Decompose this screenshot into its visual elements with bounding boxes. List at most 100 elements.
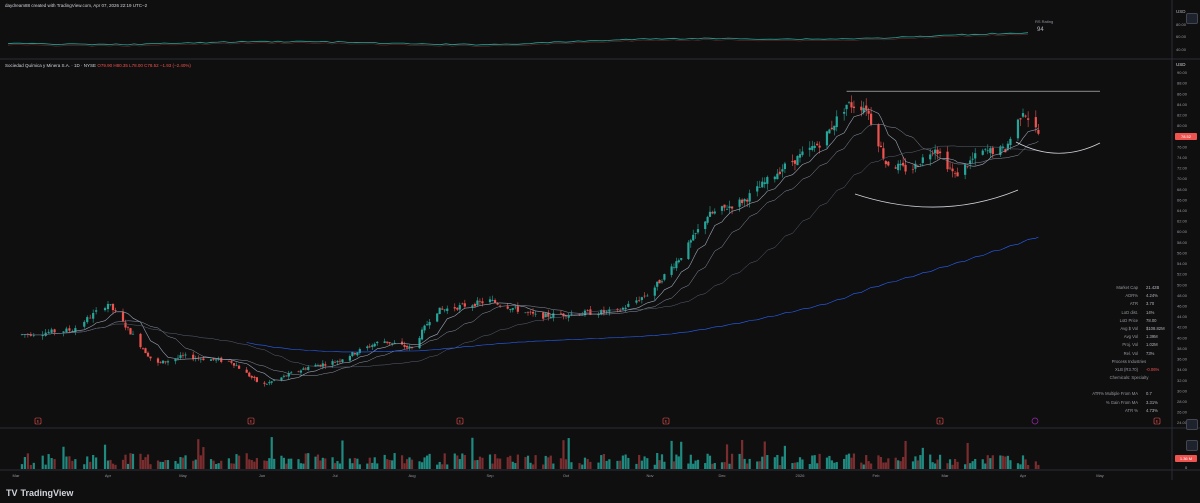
volume-bar [808, 464, 811, 469]
candle-body [74, 328, 77, 333]
candle-body [692, 234, 695, 241]
volume-bar [353, 457, 356, 469]
volume-bar [1016, 463, 1020, 469]
volume-bar [692, 463, 695, 469]
stats-value: 1.39M [1146, 334, 1158, 340]
volume-bar [704, 463, 707, 469]
candle-body [934, 149, 937, 154]
candle-body [544, 313, 547, 318]
volume-bar [458, 459, 461, 469]
volume-bar [741, 439, 744, 469]
earnings-icon [936, 417, 944, 425]
stats-value: 73% [1146, 350, 1155, 356]
volume-bar [126, 463, 130, 469]
volume-bar [263, 460, 266, 469]
rs-tick-label: 40.00 [1176, 47, 1187, 52]
settings-icon[interactable] [1186, 13, 1198, 24]
candle-body [524, 312, 527, 314]
price-tick-label: 28.00 [1177, 399, 1188, 404]
candle-body [549, 316, 552, 319]
candle-body [338, 360, 342, 362]
volume-bar [212, 460, 215, 469]
candle-body [245, 369, 248, 373]
candle-body [899, 163, 902, 166]
candle-body [307, 366, 310, 370]
volume-bar [473, 460, 477, 469]
candle-body [458, 305, 461, 310]
volume-bar [341, 440, 344, 469]
price-tick-label: 44.00 [1177, 314, 1188, 319]
moving-average-line [21, 108, 1039, 381]
candle-body [989, 148, 992, 153]
volume-bar [559, 458, 563, 469]
volume-bar [720, 462, 724, 469]
volume-bar [478, 456, 482, 469]
volume-bar [763, 441, 766, 469]
stats-label: Market Cap [1116, 285, 1138, 290]
candle-body [103, 308, 107, 311]
candle-body [730, 206, 734, 209]
candle-body [696, 229, 700, 233]
stats-row: ADR% 4.24% [1090, 293, 1168, 301]
volume-bar [53, 459, 56, 469]
volume-bar [89, 461, 92, 469]
volume-bar [111, 463, 115, 469]
candle-body [984, 148, 987, 150]
stats-label: XLB (R3.70) [1114, 366, 1138, 372]
stats-sector: Process Industries [1111, 358, 1147, 364]
volume-bar [491, 463, 494, 469]
price-tick-label: 40.00 [1177, 335, 1188, 340]
volume-bar [869, 463, 873, 469]
volume-bar [708, 455, 712, 469]
volume-bar [438, 461, 441, 469]
volume-bar [425, 455, 429, 469]
candle-body [509, 309, 512, 311]
volume-bar [670, 440, 673, 469]
volume-bar [235, 454, 238, 469]
candle-body [388, 342, 391, 344]
candle-body [215, 359, 218, 361]
price-tick-label: 48.00 [1177, 293, 1188, 298]
candle-body [263, 382, 266, 384]
volume-bar [192, 460, 195, 469]
volume-bar [268, 458, 271, 469]
candle-body [586, 310, 589, 311]
price-tick-label: 68.00 [1177, 187, 1188, 192]
volume-bar [974, 459, 977, 469]
candle-body [371, 345, 374, 347]
symbol-legend[interactable]: Sociedad Química y Minera S.A. · 1D · NY… [5, 63, 191, 68]
candle-body [383, 341, 386, 343]
candle-body [723, 204, 726, 208]
volume-bar [984, 463, 987, 469]
volume-bar [471, 437, 474, 469]
volume-bar [743, 458, 746, 469]
earnings-icon [1153, 417, 1161, 425]
candle-body [658, 280, 661, 284]
candle-body [852, 106, 856, 109]
candle-body [1037, 129, 1040, 134]
candle-body [253, 376, 256, 378]
volume-bar [766, 455, 769, 469]
candle-body [531, 311, 535, 314]
settings-icon[interactable] [1186, 440, 1198, 451]
volume-bar [793, 462, 797, 469]
volume-bar [531, 464, 535, 469]
volume-bar [549, 455, 552, 469]
volume-bar [1009, 460, 1012, 469]
volume-bar [302, 463, 305, 469]
volume-bar [758, 461, 761, 469]
volume-bar [887, 458, 890, 469]
candle-body [159, 362, 162, 363]
volume-bar [149, 464, 152, 469]
volume-bar [307, 453, 310, 469]
time-tick-label: Mar [13, 473, 21, 478]
volume-bar [290, 458, 293, 469]
volume-bar [184, 455, 187, 469]
candle-body [670, 266, 673, 275]
candle-body [741, 199, 744, 204]
candle-body [656, 281, 659, 287]
settings-icon[interactable] [1186, 419, 1198, 430]
tradingview-brand[interactable]: TV TradingView [6, 488, 73, 498]
candle-body [776, 173, 779, 180]
